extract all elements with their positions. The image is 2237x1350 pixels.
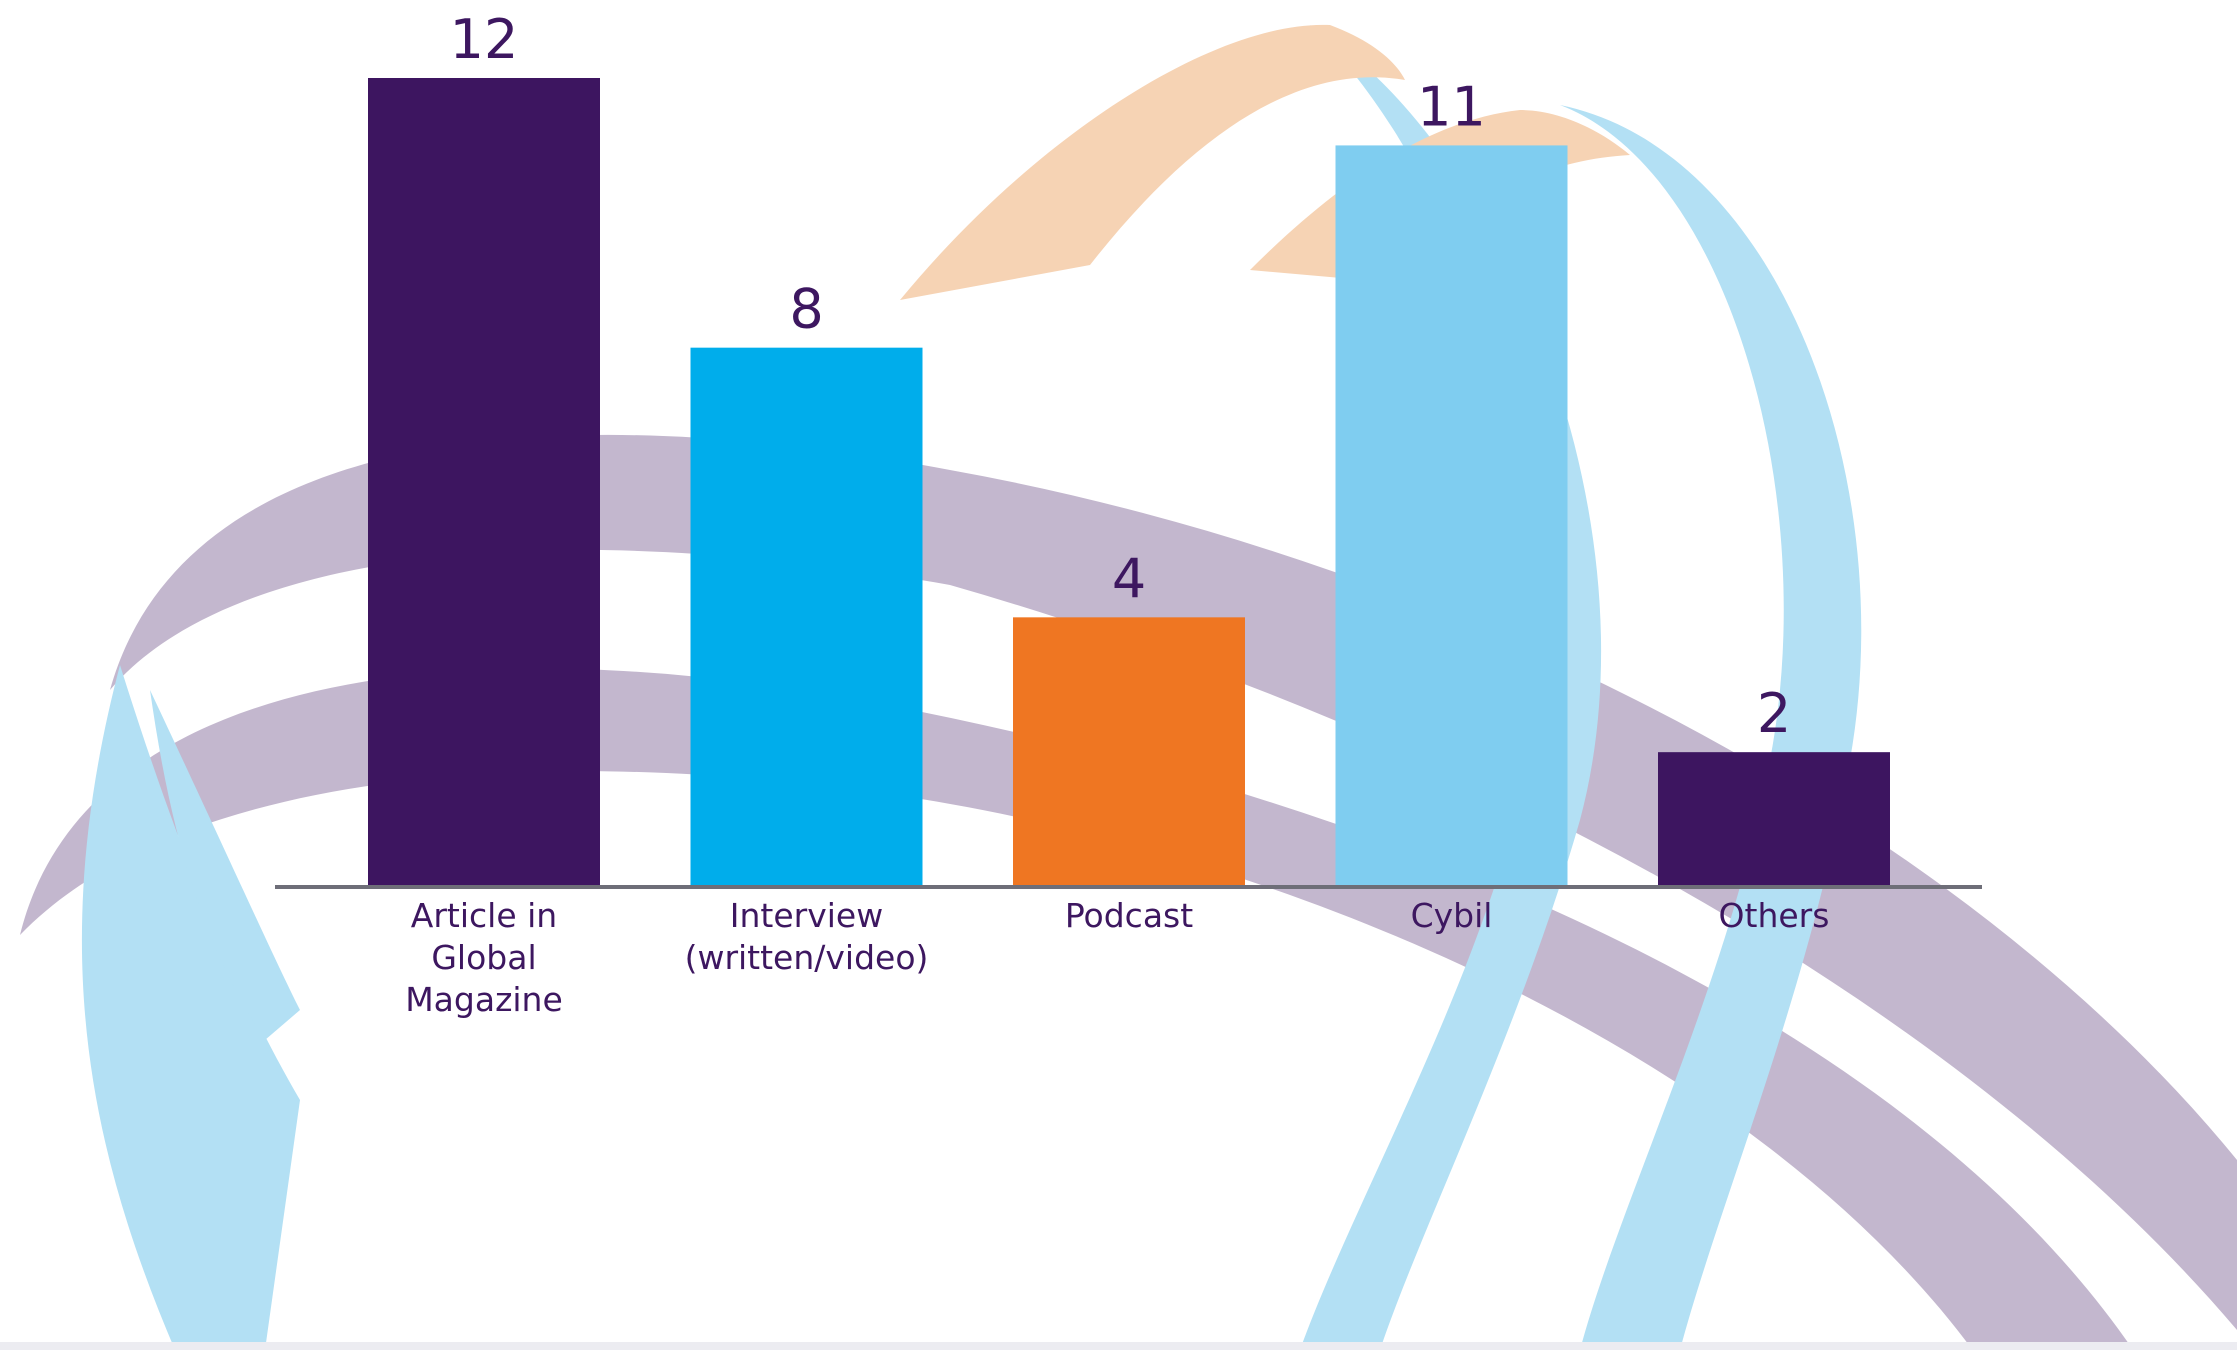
blue-ribbon-left-outer	[81, 665, 301, 1350]
bar-2	[1013, 617, 1245, 887]
value-label-2: 4	[1112, 547, 1146, 610]
blue-ribbon-right-b	[1560, 105, 1862, 1350]
bar-0	[368, 78, 600, 887]
value-label-1: 8	[789, 278, 823, 341]
bar-3	[1335, 145, 1568, 887]
category-labels: Article in Global Magazine Interview (writte…	[405, 896, 1829, 1019]
category-label-2: Podcast	[1065, 896, 1193, 935]
bar-1	[690, 347, 923, 888]
category-label-1: Interview (written/video)	[685, 896, 929, 977]
blue-ribbon-left-inner	[150, 690, 300, 1040]
category-label-0: Article in Global Magazine	[405, 896, 563, 1019]
value-label-0: 12	[450, 8, 519, 71]
orange-ribbon-a	[900, 24, 1405, 300]
category-label-4: Others	[1719, 896, 1830, 935]
value-label-4: 2	[1757, 682, 1791, 745]
category-label-3: Cybil	[1411, 896, 1493, 935]
value-label-3: 11	[1417, 75, 1486, 138]
bar-4	[1658, 752, 1890, 887]
bottom-band	[0, 1342, 2237, 1350]
bars	[368, 78, 1890, 888]
value-labels: 12 8 4 11 2	[450, 8, 1792, 745]
